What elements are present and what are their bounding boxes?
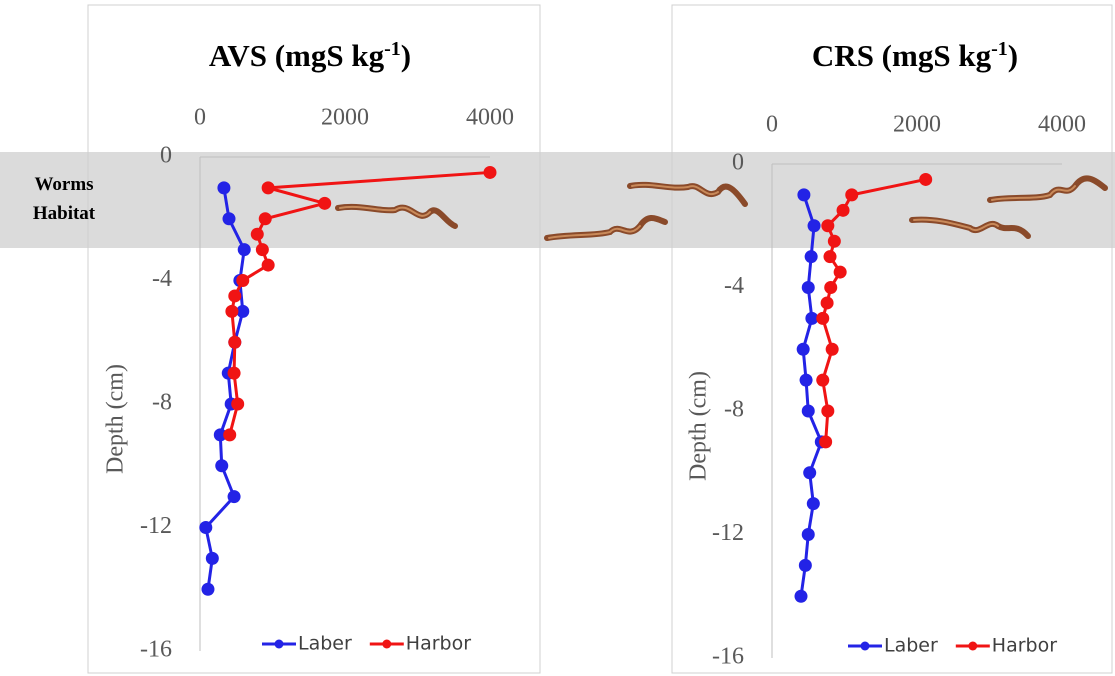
annotation-line: Worms	[34, 174, 93, 195]
chart-panel	[671, 4, 1113, 674]
title-end: )	[1008, 38, 1018, 73]
data-point	[807, 219, 821, 233]
data-point	[255, 243, 269, 257]
y-tick-label: -12	[712, 520, 744, 546]
data-point	[816, 373, 830, 387]
data-point	[228, 289, 242, 303]
y-tick-label: 0	[732, 150, 744, 176]
data-point	[801, 404, 815, 418]
data-point	[824, 281, 838, 294]
data-point	[845, 188, 859, 202]
data-point	[250, 227, 264, 241]
y-tick-label: -4	[152, 266, 172, 292]
legend-label: Harbor	[992, 635, 1057, 657]
data-point	[236, 304, 250, 318]
y-tick-label: -16	[712, 644, 744, 670]
data-point	[806, 497, 820, 511]
y-axis-label: Depth (cm)	[686, 371, 712, 481]
data-point	[237, 243, 251, 257]
data-point	[820, 296, 834, 310]
data-point	[821, 404, 835, 418]
title-superscript: -1	[991, 38, 1008, 60]
legend-swatch-dot	[860, 641, 870, 651]
data-point	[213, 428, 227, 442]
y-tick-label: 0	[160, 143, 172, 169]
data-point	[199, 521, 213, 534]
y-axis-label: Depth (cm)	[103, 364, 129, 474]
y-tick-label: -8	[724, 397, 744, 423]
data-point	[261, 181, 275, 195]
title-text: AVS (mgS kg	[209, 38, 385, 73]
data-point	[236, 274, 250, 287]
data-point	[805, 311, 819, 325]
data-point	[201, 582, 215, 596]
x-tick-label: 0	[766, 112, 778, 138]
data-point	[827, 234, 841, 248]
data-point	[227, 490, 241, 504]
x-tick-label: 2000	[321, 105, 369, 131]
worms	[335, 175, 1108, 241]
data-point	[836, 203, 850, 217]
data-point	[819, 435, 833, 449]
data-point	[803, 466, 817, 480]
chart-panel	[87, 4, 541, 674]
data-point	[228, 335, 242, 349]
data-point	[801, 528, 815, 541]
data-point	[825, 342, 839, 356]
data-point	[798, 558, 812, 572]
y-tick-label: -4	[724, 273, 744, 299]
data-point	[794, 589, 808, 603]
legend-swatch-dot	[274, 639, 284, 649]
data-point	[816, 311, 830, 325]
data-point	[222, 212, 236, 226]
legend-swatch-dot	[382, 639, 392, 649]
data-point	[215, 459, 229, 473]
data-point	[801, 281, 815, 294]
data-point	[258, 212, 272, 226]
title-superscript: -1	[384, 38, 401, 60]
x-tick-label: 4000	[466, 105, 514, 131]
data-point	[205, 551, 219, 565]
y-tick-label: -8	[152, 390, 172, 416]
y-tick-label: -16	[140, 637, 172, 663]
data-point	[804, 250, 818, 264]
annotation-line: Habitat	[33, 203, 96, 224]
data-point	[223, 428, 237, 442]
data-point	[227, 366, 241, 380]
data-point	[919, 172, 933, 186]
data-point	[217, 181, 231, 195]
data-point	[799, 373, 813, 387]
data-point	[261, 258, 275, 272]
title-end: )	[401, 38, 411, 73]
legend-label: Harbor	[406, 633, 471, 655]
legend-label: Laber	[884, 635, 938, 657]
data-point	[483, 165, 497, 179]
legend-swatch-dot	[968, 641, 978, 651]
chart: AVS (mgS kg-1) Depth (cm) 0 2000 4000 0 -4 -8 -1…	[103, 38, 515, 663]
data-point	[821, 219, 835, 233]
data-point	[797, 188, 811, 202]
data-point	[823, 250, 837, 264]
x-tick-label: 0	[194, 105, 206, 131]
x-tick-label: 4000	[1038, 112, 1086, 138]
legend-label: Laber	[298, 633, 352, 655]
habitat-band	[0, 152, 1115, 248]
chart-title: AVS (mgS kg-1)	[209, 38, 411, 73]
data-point	[833, 265, 847, 279]
data-point	[318, 196, 332, 210]
chart: CRS (mgS kg-1) Depth (cm) 0 2000 4000 0 -4 -8 -1…	[686, 38, 1087, 670]
data-point	[231, 397, 245, 411]
chart-title: CRS (mgS kg-1)	[812, 38, 1018, 73]
data-point	[225, 304, 239, 318]
title-text: CRS (mgS kg	[812, 38, 992, 73]
y-tick-label: -12	[140, 513, 172, 539]
x-tick-label: 2000	[893, 112, 941, 138]
data-point	[796, 342, 810, 356]
